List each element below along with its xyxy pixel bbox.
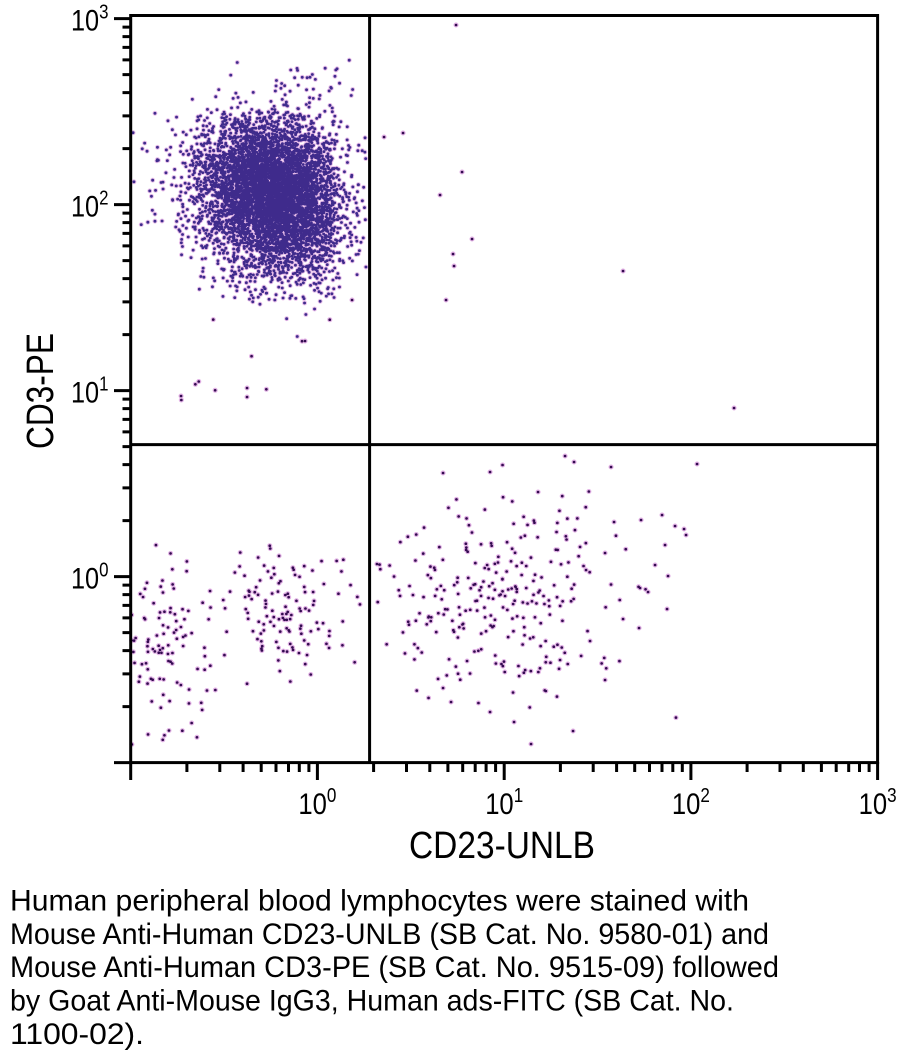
svg-text:CD23-UNLB: CD23-UNLB (409, 825, 595, 867)
svg-text:103: 103 (71, 1, 109, 37)
svg-text:Human peripheral blood lymphoc: Human peripheral blood lymphocytes were … (10, 884, 749, 917)
svg-text:by Goat Anti-Mouse IgG3, Human: by Goat Anti-Mouse IgG3, Human ads-FITC … (10, 985, 734, 1018)
svg-text:CD3-PE: CD3-PE (20, 333, 62, 449)
svg-text:Mouse Anti-Human CD3-PE (SB Ca: Mouse Anti-Human CD3-PE (SB Cat. No. 951… (10, 951, 779, 984)
svg-text:100: 100 (71, 559, 109, 595)
svg-text:Mouse Anti-Human CD23-UNLB (SB: Mouse Anti-Human CD23-UNLB (SB Cat. No. … (10, 918, 769, 951)
svg-text:1100-02).: 1100-02). (10, 1018, 144, 1051)
